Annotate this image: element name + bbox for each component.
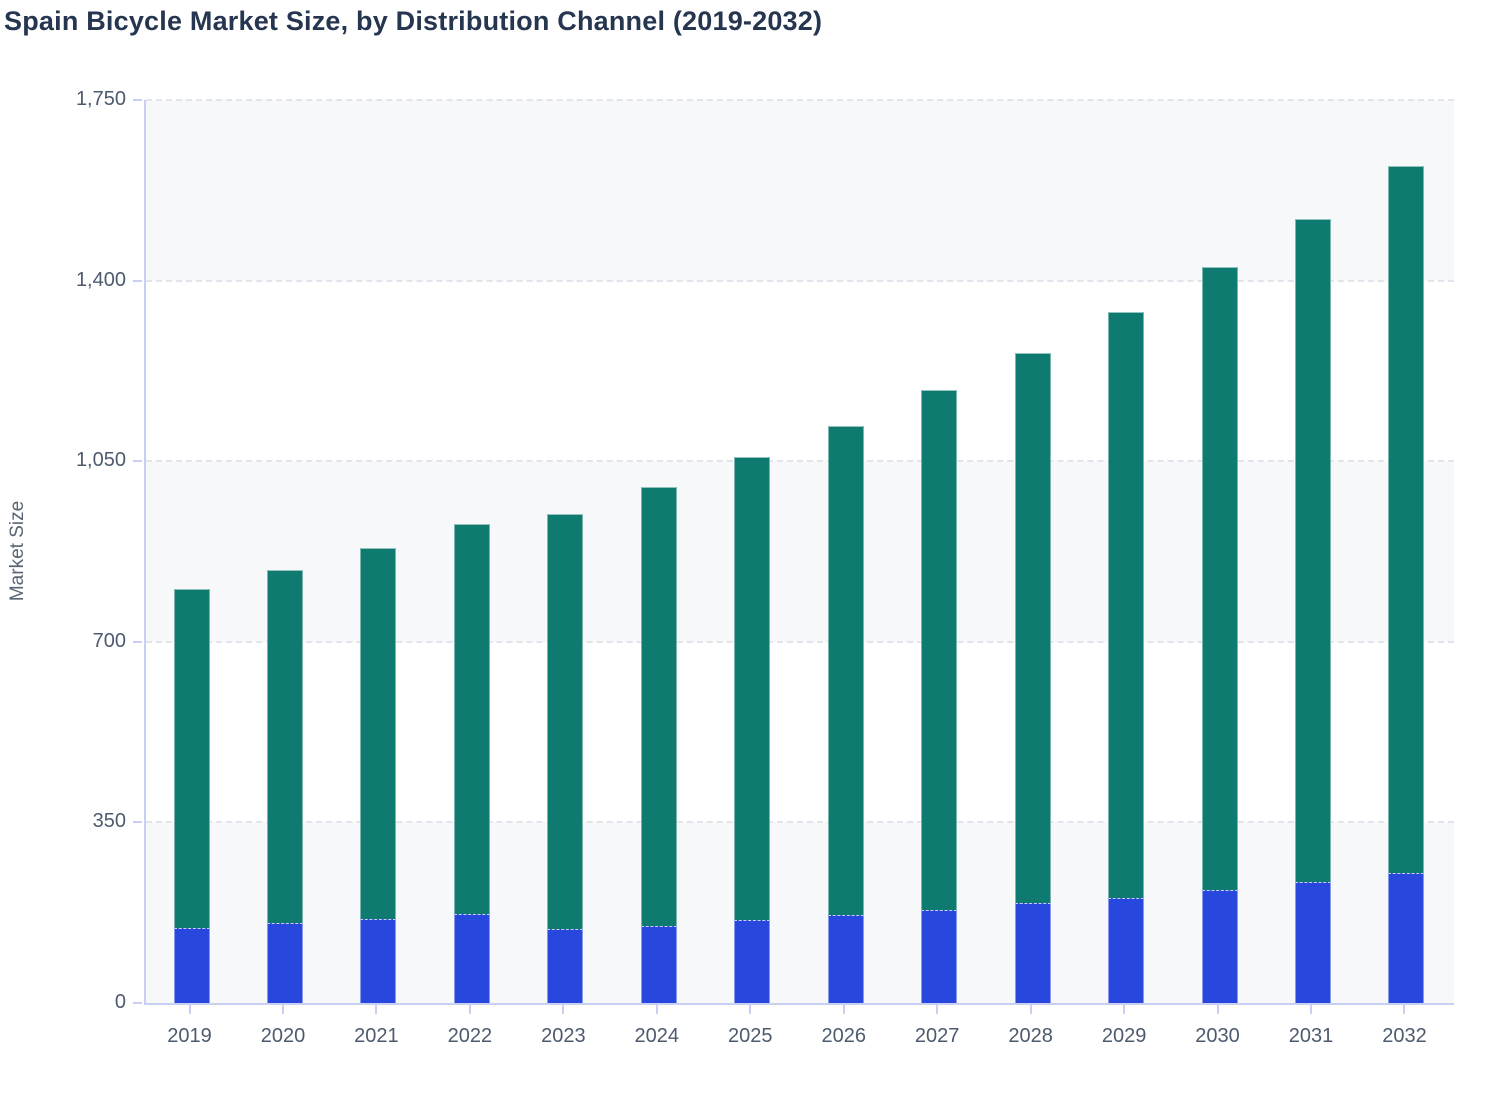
x-axis-tick-label: 2030 — [1195, 1025, 1240, 1047]
y-axis-tick — [133, 1002, 142, 1004]
y-axis-tick-label: 350 — [92, 810, 126, 833]
x-axis-tick — [1123, 1005, 1126, 1014]
y-axis-tick-label: 1,750 — [75, 88, 126, 110]
x-axis-tick — [562, 1005, 565, 1014]
plot-band — [146, 100, 1454, 281]
bar-segment-top-segment-2020 — [266, 569, 303, 923]
bar-segment-bottom-segment-2030 — [1201, 890, 1238, 1003]
bar-segment-top-segment-2030 — [1201, 267, 1238, 890]
gridline — [146, 640, 1454, 643]
x-axis-tick-label: 2028 — [1008, 1025, 1053, 1047]
x-axis-tick-label: 2020 — [260, 1025, 306, 1047]
bar-segment-top-segment-2029 — [1108, 311, 1145, 898]
bar-segment-bottom-segment-2029 — [1108, 897, 1145, 1003]
x-axis-tick — [936, 1005, 939, 1014]
x-axis-tick — [749, 1005, 752, 1014]
bar-segment-top-segment-2031 — [1295, 219, 1332, 883]
y-axis-tick — [133, 460, 142, 463]
bar-segment-bottom-segment-2023 — [547, 929, 584, 1003]
y-axis-tick — [133, 640, 142, 643]
x-axis-tick — [655, 1005, 658, 1014]
x-axis-tick — [1216, 1005, 1219, 1014]
x-axis-tick-label: 2027 — [914, 1025, 960, 1047]
x-axis-tick — [281, 1005, 284, 1014]
x-axis-tick — [842, 1005, 845, 1014]
bar-segment-bottom-segment-2027 — [921, 910, 958, 1003]
bar-segment-bottom-segment-2032 — [1388, 873, 1425, 1003]
x-axis-tick — [188, 1005, 191, 1014]
x-axis-tick-label: 2024 — [634, 1025, 680, 1047]
gridline — [146, 821, 1454, 824]
plot-band — [146, 822, 1454, 1003]
bar-segment-top-segment-2028 — [1014, 352, 1051, 904]
bar-segment-top-segment-2025 — [734, 457, 771, 921]
plot-band — [146, 461, 1454, 642]
bar-segment-bottom-segment-2026 — [827, 915, 864, 1003]
x-axis-tick-label: 2021 — [354, 1025, 399, 1047]
bar-segment-bottom-segment-2020 — [266, 922, 303, 1003]
bar-segment-bottom-segment-2024 — [640, 925, 677, 1003]
bar-segment-bottom-segment-2025 — [734, 920, 771, 1003]
x-axis-tick-label: 2029 — [1101, 1025, 1147, 1047]
bar-segment-bottom-segment-2028 — [1014, 903, 1051, 1003]
plot-area — [144, 99, 1454, 1005]
bar-segment-top-segment-2024 — [640, 487, 677, 926]
y-axis-title: Market Size — [7, 500, 28, 602]
bar-segment-top-segment-2022 — [453, 524, 490, 915]
bar-segment-top-segment-2023 — [547, 514, 584, 930]
x-axis-tick-label: 2025 — [728, 1025, 773, 1047]
y-axis-tick-label: 700 — [92, 629, 126, 652]
x-axis-tick — [375, 1005, 378, 1014]
x-axis-tick — [1310, 1005, 1313, 1014]
y-axis-tick-label: 1,400 — [75, 268, 126, 291]
bar-segment-bottom-segment-2019 — [173, 928, 210, 1003]
y-axis-tick-label: 1,050 — [75, 449, 126, 472]
x-axis-tick — [1029, 1005, 1032, 1014]
chart-title: Spain Bicycle Market Size, by Distributi… — [4, 6, 823, 36]
bar-segment-bottom-segment-2021 — [360, 918, 397, 1003]
x-axis-tick-label: 2023 — [541, 1025, 586, 1047]
bar-segment-top-segment-2026 — [827, 425, 864, 916]
bar-segment-top-segment-2019 — [173, 589, 210, 929]
y-axis-tick — [133, 99, 142, 101]
bar-segment-top-segment-2032 — [1388, 165, 1425, 874]
bar-segment-bottom-segment-2031 — [1295, 882, 1332, 1003]
bar-segment-bottom-segment-2022 — [453, 914, 490, 1003]
y-axis-tick — [133, 821, 142, 824]
gridline — [146, 460, 1454, 463]
x-axis-tick-label: 2022 — [447, 1025, 493, 1047]
x-axis-tick — [1403, 1005, 1406, 1014]
bar-segment-top-segment-2027 — [921, 390, 958, 911]
x-axis-tick — [468, 1005, 471, 1014]
x-axis-tick-label: 2032 — [1382, 1025, 1427, 1047]
x-axis-tick-label: 2019 — [167, 1025, 212, 1047]
x-axis-tick-label: 2026 — [821, 1025, 866, 1047]
y-axis-tick-label: 0 — [114, 991, 126, 1013]
y-axis-tick — [133, 279, 142, 282]
gridline — [146, 99, 1454, 101]
bar-segment-top-segment-2021 — [360, 548, 397, 919]
x-axis-tick-label: 2031 — [1288, 1025, 1334, 1047]
gridline — [146, 279, 1454, 282]
